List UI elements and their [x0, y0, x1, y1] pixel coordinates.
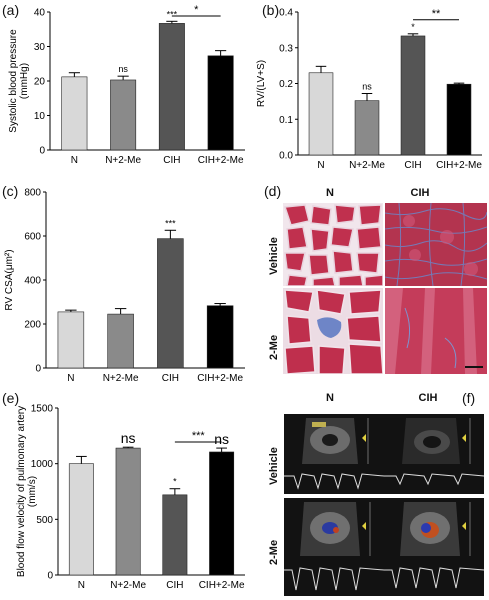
histology-row-2me: 2-Me [268, 334, 280, 360]
ytick-label-b-0: 0.0 [279, 151, 293, 162]
xtick-label-a-1: N+2-Me [105, 155, 141, 166]
ytick-label-c-1: 200 [24, 320, 41, 331]
xtick-label-c-2: CIH [162, 373, 179, 384]
bar-b-0 [308, 72, 334, 156]
sig-label-c-2: *** [165, 218, 176, 228]
ytick-label-a-4: 40 [34, 8, 46, 19]
histology-cih-2me [385, 288, 487, 374]
xtick-label-e-3: CIH+2-Me [199, 580, 245, 591]
xtick-label-b-2: CIH [404, 160, 421, 171]
xtick-label-c-3: CIH+2-Me [197, 373, 243, 384]
bar-c-1 [107, 313, 134, 369]
ylabel-b-0: RV/(LV+S) [256, 60, 267, 107]
xtick-label-b-0: N [317, 160, 324, 171]
bracket-label-b: ** [432, 8, 441, 20]
xtick-label-b-3: CIH+2-Me [436, 160, 482, 171]
ylabel-c-0: RV CSA(μm²) [4, 249, 15, 310]
ylabel-a-0: Systolic blood pressure [8, 29, 19, 133]
echo-col-n: N [326, 392, 334, 404]
sig-label-e-3: ns [214, 431, 229, 447]
xtick-label-e-2: CIH [166, 580, 183, 591]
echo-row-2me: 2-Me [268, 539, 280, 565]
ylabel-e-1: (mm/s) [27, 476, 38, 507]
ytick-label-b-2: 0.2 [279, 79, 293, 90]
ytick-label-b-4: 0.4 [279, 8, 293, 19]
bar-c-0 [57, 311, 85, 369]
bracket-label-a: * [194, 4, 199, 16]
ytick-label-e-0: 0 [47, 571, 53, 582]
bar-a-0 [61, 76, 88, 151]
bar-e-2 [162, 494, 188, 576]
echo-n-2me [284, 498, 384, 596]
ytick-label-a-0: 0 [39, 146, 45, 157]
panel-label-c: (c) [2, 183, 19, 199]
echo-col-cih: CIH [418, 392, 438, 404]
ytick-label-c-0: 0 [35, 364, 41, 375]
sig-label-a-2: *** [167, 9, 178, 19]
ytick-label-e-3: 1500 [31, 404, 54, 415]
bar-a-1 [110, 79, 137, 151]
bar-e-1 [115, 447, 141, 576]
histology-cih-vehicle [385, 203, 487, 286]
xtick-label-a-0: N [71, 155, 78, 166]
panel-label-a: (a) [2, 2, 20, 18]
sig-label-b-2: * [411, 22, 415, 32]
bar-b-2 [400, 35, 426, 156]
ylabel-e-0: Blood flow velocity of pulmonary artery [16, 406, 27, 577]
ytick-label-c-4: 800 [24, 188, 41, 199]
histology-col-cih: CIH [410, 187, 430, 199]
sig-label-e-1: ns [121, 430, 136, 446]
xtick-label-a-2: CIH [163, 155, 180, 166]
xtick-label-e-0: N [78, 580, 85, 591]
ytick-label-e-2: 1000 [31, 459, 54, 470]
ytick-label-e-1: 500 [36, 515, 53, 526]
echo-cih-2me [384, 498, 484, 596]
ytick-label-b-3: 0.3 [279, 43, 293, 54]
bar-c-2 [157, 238, 184, 369]
panel-label-b: (b) [262, 2, 280, 18]
histology-n-2me [283, 288, 383, 374]
bar-e-3 [209, 451, 235, 576]
histology-col-n: N [326, 187, 334, 199]
sig-label-a-1: ns [118, 64, 128, 74]
ytick-label-a-3: 30 [34, 42, 46, 53]
panel-label-d: (d) [264, 183, 282, 199]
echo-row-vehicle: Vehicle [268, 447, 280, 485]
bar-a-3 [207, 55, 234, 151]
ytick-label-c-2: 400 [24, 276, 41, 287]
sig-label-b-1: ns [362, 82, 372, 92]
bar-b-3 [446, 83, 472, 156]
bar-a-2 [158, 23, 185, 151]
ytick-label-a-2: 20 [34, 77, 46, 88]
bar-c-3 [206, 305, 234, 369]
ytick-label-b-1: 0.1 [279, 115, 293, 126]
histology-row-vehicle: Vehicle [268, 237, 280, 275]
bracket-label-e: *** [192, 430, 206, 442]
bar-b-1 [354, 100, 380, 156]
ytick-label-a-1: 10 [34, 111, 46, 122]
ytick-label-c-3: 600 [24, 232, 41, 243]
echo-n-vehicle [284, 414, 384, 494]
xtick-label-b-1: N+2-Me [349, 160, 385, 171]
histology-n-vehicle [283, 203, 383, 286]
xtick-label-a-3: CIH+2-Me [198, 155, 244, 166]
sig-label-e-2: * [173, 477, 177, 487]
xtick-label-c-0: N [67, 373, 74, 384]
echo-cih-vehicle [384, 414, 484, 494]
panel-label-f: (f) [462, 390, 476, 406]
bar-e-0 [68, 463, 94, 576]
xtick-label-c-1: N+2-Me [103, 373, 139, 384]
xtick-label-e-1: N+2-Me [110, 580, 146, 591]
panel-label-e: (e) [2, 390, 20, 406]
ylabel-a-1: (mmHg) [19, 63, 30, 99]
